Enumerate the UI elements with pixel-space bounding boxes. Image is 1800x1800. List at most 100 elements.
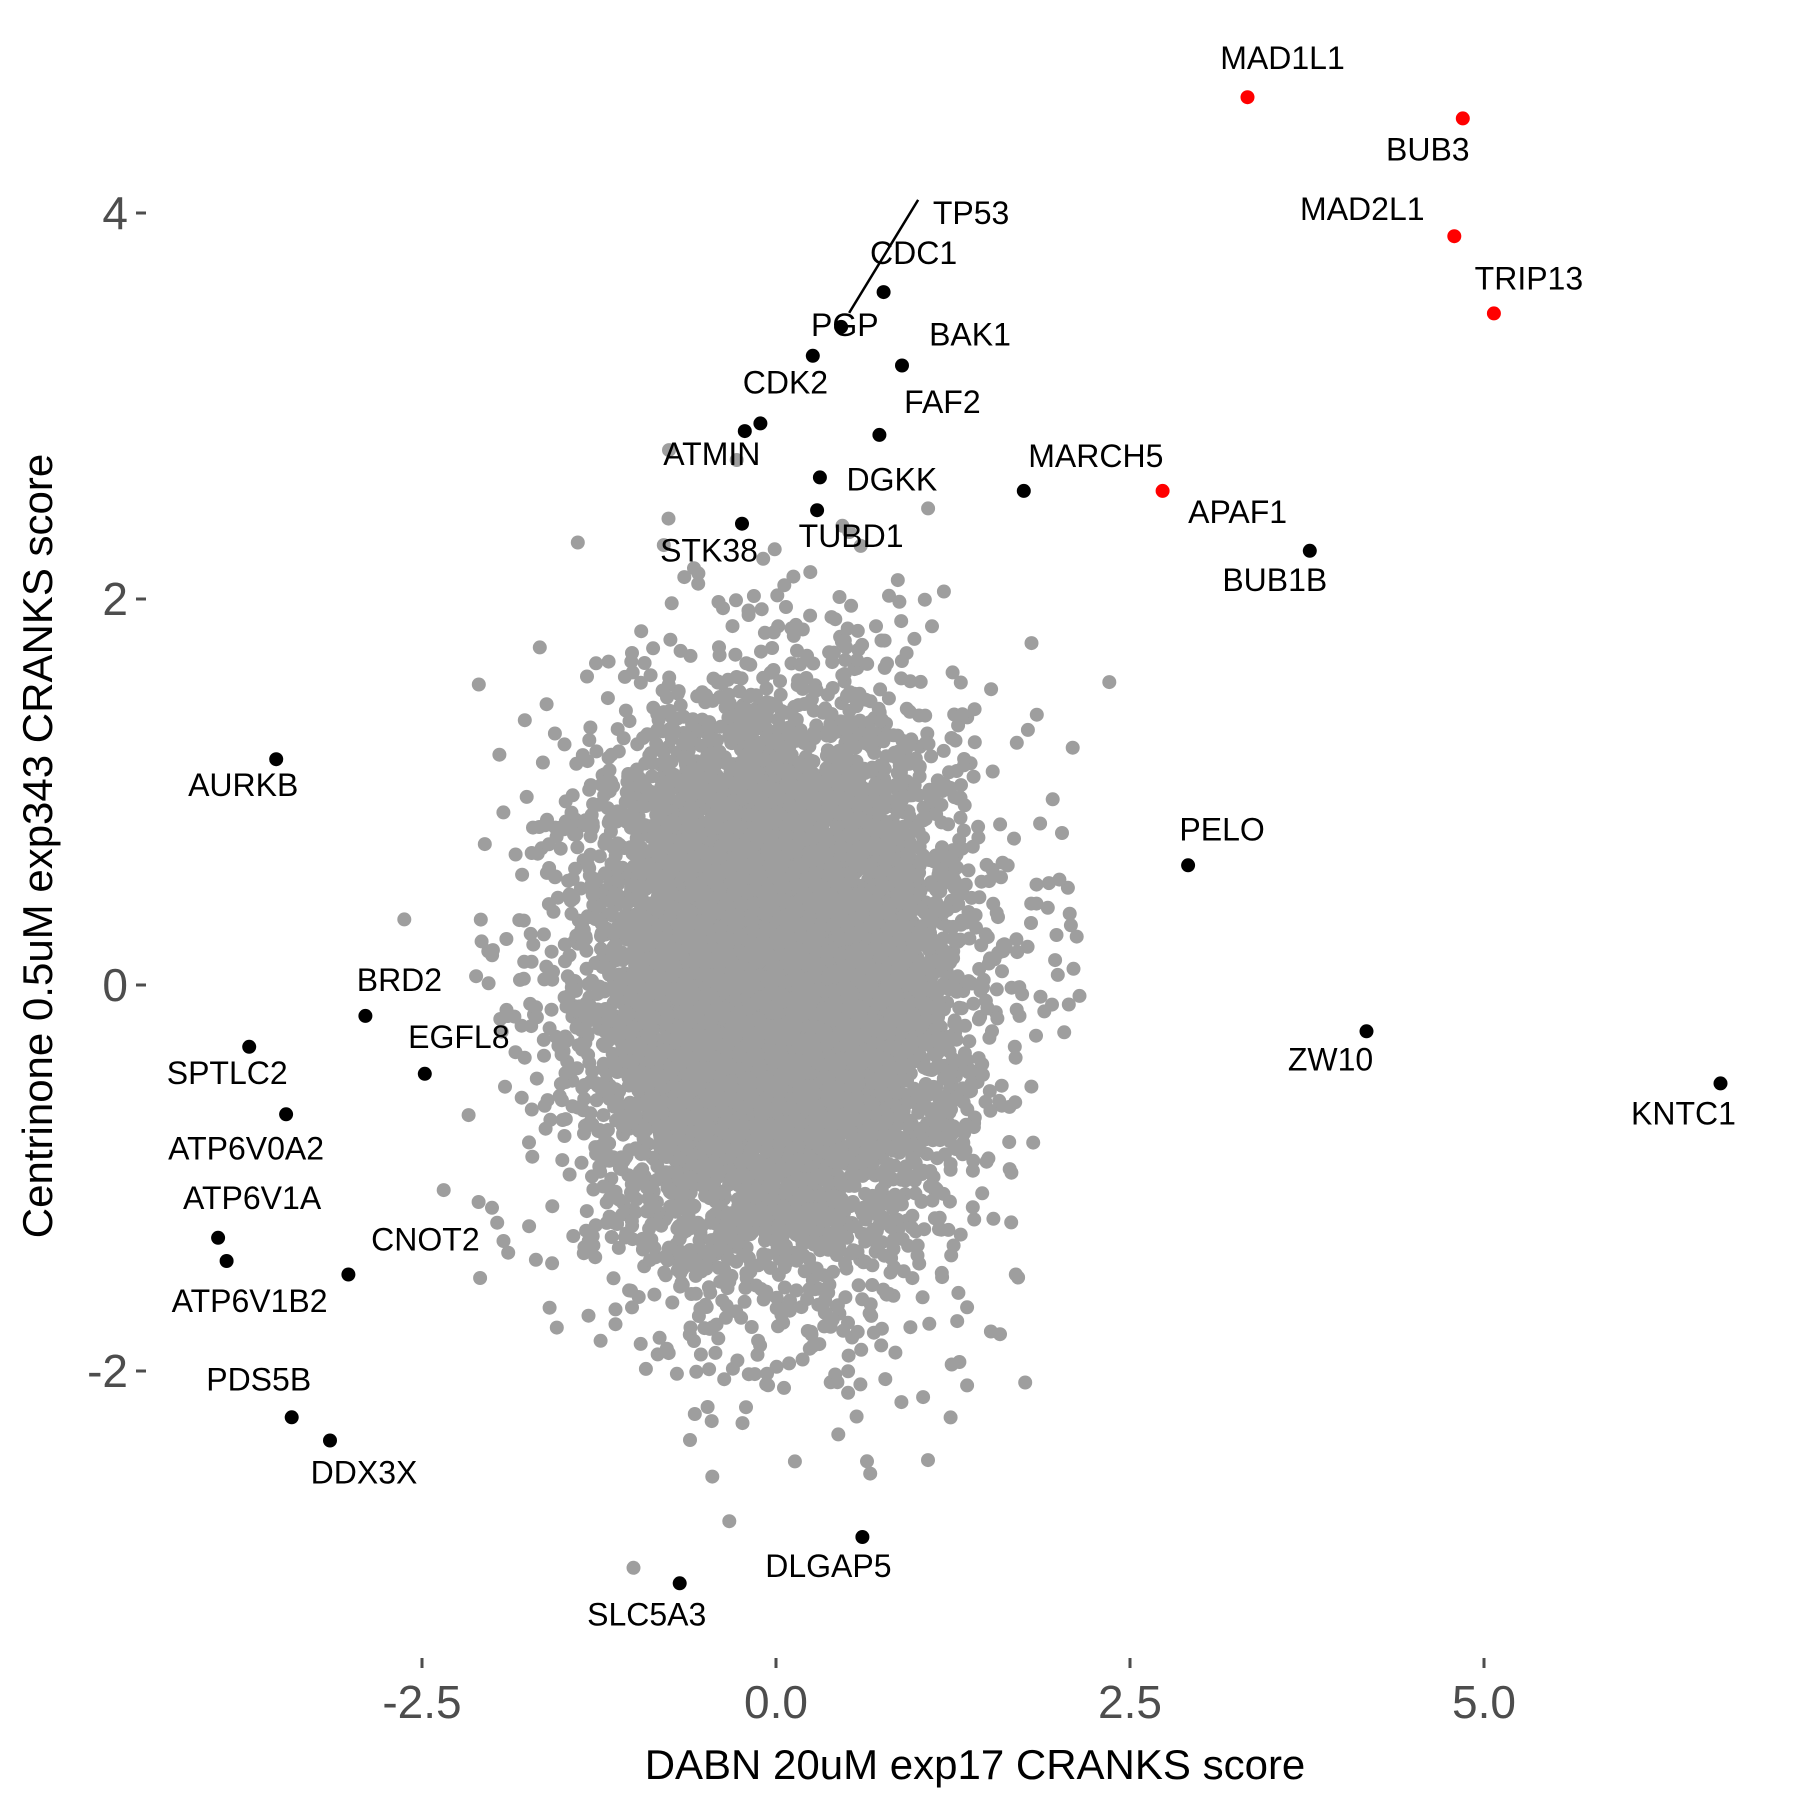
background-point bbox=[544, 1002, 559, 1017]
background-point bbox=[890, 573, 905, 588]
background-point bbox=[515, 867, 530, 882]
background-point bbox=[537, 1098, 552, 1113]
background-point bbox=[930, 1151, 945, 1166]
background-point bbox=[952, 1355, 967, 1369]
background-point bbox=[579, 1223, 594, 1238]
background-point bbox=[854, 1342, 869, 1357]
background-point bbox=[957, 752, 972, 766]
background-point bbox=[583, 720, 598, 735]
background-point bbox=[647, 1287, 662, 1302]
background-point bbox=[1063, 918, 1078, 933]
background-point bbox=[555, 1113, 570, 1127]
background-point bbox=[539, 697, 554, 712]
background-point bbox=[765, 641, 780, 655]
background-point bbox=[529, 1071, 544, 1086]
background-point bbox=[975, 1057, 990, 1072]
background-point bbox=[936, 584, 951, 599]
background-point bbox=[600, 691, 615, 706]
background-point bbox=[1037, 1004, 1052, 1019]
background-point bbox=[953, 675, 968, 690]
background-point bbox=[841, 1364, 856, 1379]
background-point bbox=[1048, 953, 1063, 968]
background-point bbox=[514, 1090, 529, 1105]
background-point bbox=[664, 596, 679, 611]
background-point bbox=[924, 749, 939, 764]
background-point bbox=[626, 1560, 641, 1575]
background-point bbox=[888, 1345, 903, 1360]
background-point bbox=[673, 698, 688, 713]
background-point bbox=[826, 645, 841, 660]
background-point bbox=[652, 1330, 667, 1345]
background-point bbox=[980, 1000, 995, 1015]
background-point bbox=[474, 934, 489, 949]
background-point bbox=[756, 551, 771, 566]
background-point bbox=[545, 1199, 560, 1214]
background-point bbox=[481, 976, 496, 991]
background-point bbox=[553, 841, 568, 856]
background-point bbox=[832, 590, 847, 604]
background-point bbox=[979, 857, 994, 872]
background-point bbox=[397, 912, 412, 927]
background-point bbox=[746, 589, 761, 603]
background-point bbox=[951, 718, 966, 733]
background-point bbox=[1002, 1135, 1017, 1149]
background-point bbox=[522, 1135, 536, 1150]
background-point bbox=[912, 1256, 927, 1271]
background-point bbox=[537, 1048, 551, 1063]
background-point bbox=[993, 817, 1008, 832]
background-point bbox=[496, 1234, 511, 1248]
background-points bbox=[397, 443, 1117, 1575]
background-point bbox=[787, 1454, 802, 1469]
background-point bbox=[994, 1078, 1009, 1093]
background-point bbox=[1069, 929, 1084, 944]
background-point bbox=[831, 1427, 846, 1442]
background-point bbox=[683, 648, 698, 663]
background-point bbox=[580, 754, 595, 769]
background-point bbox=[539, 959, 554, 974]
background-point bbox=[1024, 1079, 1039, 1094]
background-point bbox=[903, 1320, 918, 1335]
background-point bbox=[522, 1219, 537, 1234]
background-point bbox=[535, 755, 550, 770]
background-point bbox=[708, 1345, 723, 1360]
background-point bbox=[789, 1283, 804, 1298]
background-point bbox=[701, 1280, 716, 1295]
background-point bbox=[592, 849, 607, 864]
background-point bbox=[841, 1315, 855, 1330]
background-point bbox=[544, 944, 559, 959]
background-point bbox=[728, 647, 743, 662]
background-point bbox=[625, 1300, 639, 1315]
background-point bbox=[894, 1395, 909, 1410]
background-point bbox=[841, 1348, 856, 1363]
background-point bbox=[865, 1278, 880, 1292]
background-point bbox=[602, 763, 617, 778]
background-point bbox=[528, 1252, 543, 1267]
background-point bbox=[1009, 932, 1024, 947]
background-point bbox=[966, 769, 981, 784]
background-point bbox=[754, 1282, 769, 1296]
background-point bbox=[473, 1271, 488, 1285]
background-point bbox=[1008, 1095, 1023, 1110]
background-point bbox=[589, 1093, 604, 1108]
background-point bbox=[971, 819, 986, 834]
background-point bbox=[863, 1466, 878, 1481]
background-point bbox=[473, 912, 488, 927]
background-point bbox=[803, 608, 818, 623]
background-point bbox=[538, 1121, 553, 1136]
background-point bbox=[916, 1390, 931, 1405]
background-point bbox=[555, 1153, 570, 1168]
background-point bbox=[953, 810, 968, 825]
background-point bbox=[562, 1167, 577, 1182]
background-point bbox=[606, 1271, 621, 1286]
background-point bbox=[907, 631, 922, 646]
background-point bbox=[485, 943, 500, 958]
background-point bbox=[608, 1317, 623, 1332]
background-point bbox=[496, 805, 511, 820]
background-point bbox=[995, 964, 1009, 979]
background-point bbox=[549, 1320, 564, 1335]
background-point bbox=[1102, 675, 1117, 690]
background-point bbox=[542, 1300, 557, 1315]
background-point bbox=[849, 1409, 864, 1424]
